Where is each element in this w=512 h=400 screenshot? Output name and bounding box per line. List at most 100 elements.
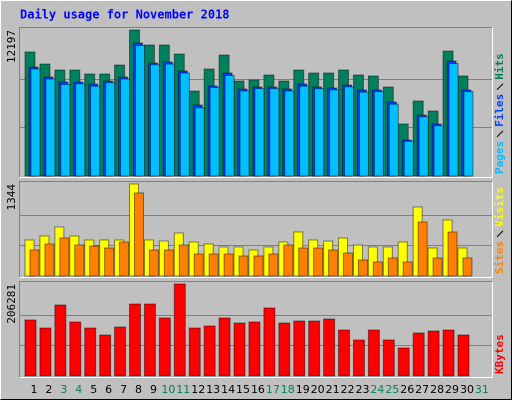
- bar: [248, 321, 261, 377]
- bar: [402, 261, 413, 277]
- bar: [403, 140, 414, 177]
- bar: [69, 321, 82, 377]
- bar: [254, 88, 265, 177]
- panel-edge-dark: [19, 181, 493, 278]
- x-tick-label: 13: [206, 383, 220, 396]
- x-tick-label: 8: [135, 383, 142, 396]
- bar: [188, 327, 201, 377]
- bar: [314, 88, 325, 177]
- panel-edge-light: [19, 27, 493, 178]
- x-tick-label: 12: [191, 383, 205, 396]
- bar: [299, 85, 310, 177]
- x-tick-label: 27: [415, 383, 429, 396]
- bar: [119, 241, 130, 277]
- x-tick-label: 26: [400, 383, 414, 396]
- bar: [143, 303, 156, 377]
- bar: [164, 63, 175, 177]
- bar: [135, 45, 146, 177]
- bar: [283, 244, 294, 277]
- bar: [338, 329, 351, 377]
- bar: [223, 253, 234, 277]
- chart-title: Daily usage for November 2018: [20, 8, 230, 22]
- x-tick-label: 1: [31, 383, 38, 396]
- bar: [163, 249, 174, 277]
- bar: [329, 89, 340, 177]
- bar: [105, 82, 116, 177]
- x-tick-label: 9: [150, 383, 157, 396]
- bar: [179, 72, 190, 177]
- bar: [462, 257, 473, 277]
- legend-label: Sites: [493, 241, 506, 274]
- bar: [239, 90, 250, 177]
- x-tick-label: 5: [90, 383, 97, 396]
- legend-label: Pages: [493, 141, 506, 174]
- bar: [293, 320, 306, 377]
- bar: [45, 78, 56, 177]
- bar: [224, 74, 235, 177]
- bar: [357, 259, 368, 277]
- y-tick-label: 206281: [5, 284, 18, 324]
- x-tick-label: 31: [475, 383, 489, 396]
- x-tick-label: 11: [176, 383, 190, 396]
- bar: [447, 231, 458, 277]
- bar: [173, 283, 186, 377]
- bar: [75, 83, 86, 177]
- x-tick-label: 21: [326, 383, 340, 396]
- bar: [148, 249, 159, 277]
- y-tick-label: 12197: [5, 30, 18, 63]
- bar: [298, 247, 309, 277]
- x-tick-label: 16: [251, 383, 265, 396]
- bar: [442, 329, 455, 377]
- x-tick-label: 10: [161, 383, 175, 396]
- panel-edge-light: [19, 181, 493, 278]
- bar: [343, 252, 354, 277]
- legend-separator: [496, 83, 504, 91]
- x-tick-label: 29: [445, 383, 459, 396]
- x-tick-label: 18: [281, 383, 295, 396]
- bar: [253, 255, 264, 277]
- bar: [397, 241, 408, 277]
- panel-edge-dark: [19, 281, 493, 378]
- x-tick-label: 20: [311, 383, 325, 396]
- x-tick-label: 25: [385, 383, 399, 396]
- bar: [448, 62, 459, 177]
- bar: [418, 116, 429, 177]
- bar: [114, 326, 127, 377]
- bar: [129, 303, 142, 377]
- bar: [134, 192, 145, 277]
- bar: [60, 83, 71, 177]
- bar: [89, 245, 100, 277]
- panel-edge-light: [19, 281, 493, 378]
- x-tick-label: 6: [105, 383, 112, 396]
- bar: [382, 339, 395, 377]
- bar: [178, 244, 189, 277]
- x-tick-label: 3: [60, 383, 67, 396]
- bar: [90, 85, 101, 177]
- x-tick-label: 23: [355, 383, 369, 396]
- x-tick-label: 4: [75, 383, 82, 396]
- bar: [323, 318, 336, 377]
- x-tick-label: 22: [341, 383, 355, 396]
- bar: [39, 327, 52, 377]
- bar: [268, 253, 279, 277]
- x-tick-label: 15: [236, 383, 250, 396]
- bar: [328, 249, 339, 277]
- bar: [209, 86, 220, 177]
- legend-separator: [496, 230, 504, 238]
- bar: [238, 255, 249, 277]
- bar: [432, 257, 443, 277]
- bar: [397, 347, 410, 377]
- legend-label: KBytes: [493, 334, 506, 374]
- bar: [308, 320, 321, 377]
- bar: [367, 329, 380, 377]
- bar: [193, 253, 204, 277]
- x-tick-label: 14: [221, 383, 235, 396]
- bar: [30, 68, 41, 177]
- panel-edge-dark: [19, 27, 493, 178]
- bar: [59, 237, 70, 277]
- bar: [99, 334, 112, 377]
- legend-separator: [496, 130, 504, 138]
- legend-label: Files: [493, 94, 506, 127]
